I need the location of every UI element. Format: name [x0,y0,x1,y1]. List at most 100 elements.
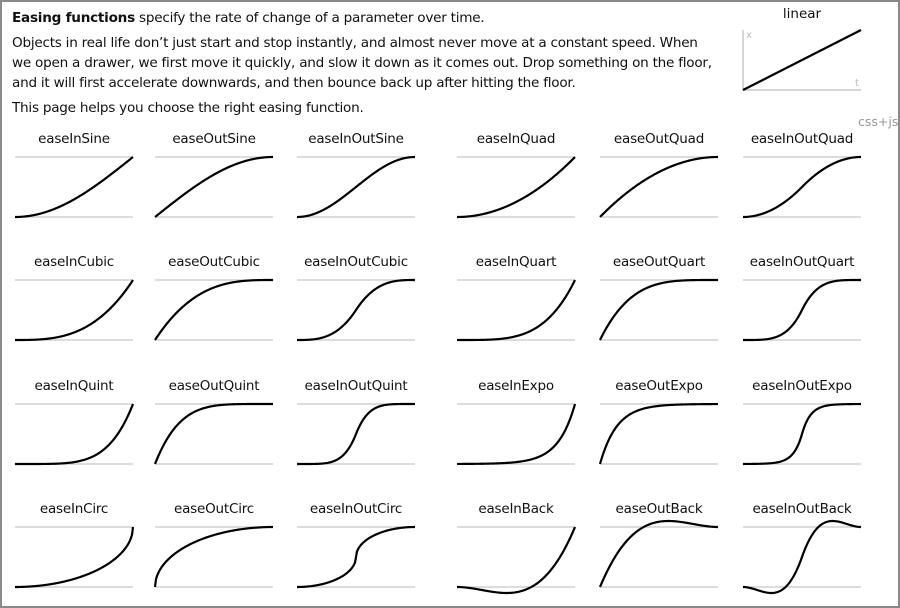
easing-title: easeInOutQuint [304,378,408,394]
easing-graph [598,519,719,588]
easing-title: easeInOutCubic [304,254,408,270]
easing-graph [456,403,577,466]
easing-card-easeOutCirc[interactable]: easeOutCirc [153,501,273,588]
easing-graph [153,525,273,588]
easing-card-easeInQuad[interactable]: easeInQuad [457,131,576,219]
easing-graph [599,278,718,341]
easing-curve [456,403,577,466]
easing-card-easeInSine[interactable]: easeInSine [14,131,134,219]
easing-graph [742,519,862,595]
easing-card-easeInQuart[interactable]: easeInQuart [457,254,576,342]
easing-card-easeOutQuint[interactable]: easeOutQuint [153,378,273,465]
easing-card-easeInOutExpo[interactable]: easeInOutExpo [742,378,862,466]
easing-curve [742,402,862,466]
easing-curve [15,403,135,466]
intro-paragraph: Objects in real life don’t just start an… [12,35,712,91]
easing-card-easeInOutCubic[interactable]: easeInOutCubic [297,254,415,342]
easing-graph [742,402,862,466]
easing-graph [297,402,415,466]
easing-graph [154,278,273,341]
linear-example: linear x t [742,6,862,91]
easing-title: easeOutQuart [612,254,706,270]
easing-card-easeInOutCirc[interactable]: easeInOutCirc [297,501,415,589]
easing-curve [296,155,416,219]
easing-card-easeOutQuart[interactable]: easeOutQuart [599,254,718,341]
easing-curve [457,156,576,219]
linear-title: linear [782,6,822,22]
easing-card-easeOutSine[interactable]: easeOutSine [154,131,274,218]
easing-card-easeOutCubic[interactable]: easeOutCubic [154,254,273,341]
easing-graph [456,526,577,595]
easing-card-easeInOutQuad[interactable]: easeInOutQuad [742,131,862,219]
easing-title: easeOutCubic [168,254,260,270]
easing-graph [742,155,862,219]
intro-lead-rest: specify the rate of change of a paramete… [134,10,485,26]
easing-curve [297,525,415,589]
easing-card-easeInOutSine[interactable]: easeInOutSine [296,131,416,219]
easing-card-easeInOutQuint[interactable]: easeInOutQuint [297,378,415,466]
easing-title: easeInSine [38,131,110,147]
easing-title: easeInOutQuad [750,131,854,147]
easing-title: easeInQuint [34,378,114,394]
easing-title: easeInOutBack [752,501,852,517]
easing-title: easeInCirc [39,501,109,517]
easing-title: easeOutSine [172,131,256,147]
easing-curve [599,155,718,218]
easing-title: easeOutQuad [613,131,705,147]
easing-title: easeInOutSine [308,131,404,147]
easing-graph [743,278,861,342]
intro-lead: Easing functions specify the rate of cha… [12,8,712,28]
easing-graph [457,156,576,219]
easing-card-easeInQuint[interactable]: easeInQuint [15,378,135,466]
easing-card-easeInOutBack[interactable]: easeInOutBack [742,501,862,595]
easing-graph [15,403,135,466]
easing-card-easeInExpo[interactable]: easeInExpo [456,378,577,466]
easing-curve [743,278,861,342]
easing-curve [599,278,718,341]
easing-curve [457,279,576,342]
easing-graph [154,155,274,218]
easing-graph [15,279,134,342]
intro: Easing functions specify the rate of cha… [12,8,712,123]
easing-card-easeOutExpo[interactable]: easeOutExpo [598,378,719,465]
easing-graph [296,155,416,219]
easing-graph [153,402,273,465]
easing-curve [598,402,719,465]
easing-title: easeInQuart [475,254,557,270]
linear-axis-x-label: x [746,30,752,41]
easing-title: easeInOutQuart [749,254,855,270]
linear-axis-t-label: t [855,78,859,89]
easing-curve [153,402,273,465]
easing-graph [15,526,135,589]
easing-card-easeInOutQuart[interactable]: easeInOutQuart [743,254,861,342]
easing-card-easeInBack[interactable]: easeInBack [456,501,577,595]
easing-curve [15,526,135,589]
filter-css-js[interactable]: css+js [858,114,899,129]
easing-graph [598,402,719,465]
easing-curve [153,525,273,588]
easing-curve [742,519,862,595]
easing-curve [15,279,134,342]
easing-curve [456,526,577,595]
easing-title: easeOutBack [615,501,703,517]
easing-card-easeInCubic[interactable]: easeInCubic [15,254,134,342]
easing-graph [14,156,134,219]
easing-curve [154,278,273,341]
easing-title: easeInCubic [34,254,114,270]
easing-graph [457,279,576,342]
easing-card-easeOutBack[interactable]: easeOutBack [598,501,719,588]
easing-card-easeInCirc[interactable]: easeInCirc [15,501,135,589]
easing-title: easeInOutCirc [309,501,403,517]
easing-graph [297,278,415,342]
easing-title: easeInExpo [478,378,554,394]
linear-graph: x t [742,29,862,91]
easing-title: easeInBack [478,501,554,517]
intro-closing: This page helps you choose the right eas… [12,100,364,116]
easing-title: easeInQuad [476,131,556,147]
easing-title: easeInOutExpo [752,378,852,394]
linear-curve [742,29,862,91]
easing-card-easeOutQuad[interactable]: easeOutQuad [599,131,718,218]
easing-title: easeOutQuint [168,378,260,394]
easing-curve [742,155,862,219]
intro-lead-bold: Easing functions [12,10,135,26]
